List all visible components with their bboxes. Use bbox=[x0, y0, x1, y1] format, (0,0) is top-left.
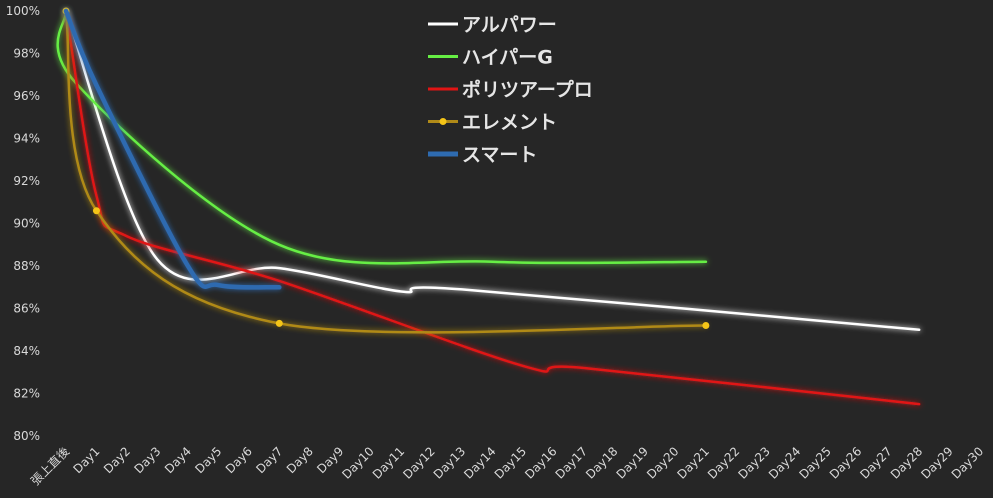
x-tick-label: Day7 bbox=[253, 444, 285, 476]
legend-label: スマート bbox=[462, 144, 537, 166]
legend-label: エレメント bbox=[462, 112, 557, 134]
x-axis: 張上直後Day1Day2Day3Day4Day5Day6Day7Day8Day9… bbox=[28, 444, 986, 488]
x-tick-label: Day27 bbox=[857, 444, 894, 481]
x-tick-label: Day4 bbox=[162, 444, 194, 476]
y-tick-label: 92% bbox=[13, 174, 40, 188]
x-tick-label: Day25 bbox=[796, 444, 833, 481]
y-tick-label: 80% bbox=[13, 429, 40, 443]
x-tick-label: Day23 bbox=[735, 444, 772, 481]
x-tick-label: Day17 bbox=[553, 444, 590, 481]
x-tick-label: Day2 bbox=[101, 444, 133, 476]
x-tick-label: Day10 bbox=[339, 444, 376, 481]
series-marker bbox=[92, 207, 100, 215]
x-tick-label: Day29 bbox=[918, 444, 955, 481]
x-tick-label: Day21 bbox=[675, 444, 712, 481]
x-tick-label: Day24 bbox=[766, 444, 803, 481]
x-tick-label: Day15 bbox=[492, 444, 529, 481]
x-tick-label: Day5 bbox=[192, 444, 224, 476]
legend-label: ポリツアープロ bbox=[462, 78, 593, 101]
x-tick-label: Day6 bbox=[223, 444, 255, 476]
series-line bbox=[56, 9, 708, 265]
y-tick-label: 82% bbox=[13, 387, 40, 401]
y-tick-label: 96% bbox=[13, 89, 40, 103]
series-marker bbox=[275, 319, 283, 327]
y-tick-label: 94% bbox=[13, 132, 40, 146]
legend-label: アルパワー bbox=[462, 14, 557, 36]
y-axis: 80% 82% 84% 86% 88% 90% 92% 94% 96% 98% 100% bbox=[6, 4, 40, 443]
x-tick-label: Day22 bbox=[705, 444, 742, 481]
series-line bbox=[63, 8, 282, 290]
series-line bbox=[64, 9, 921, 332]
y-tick-label: 88% bbox=[13, 259, 40, 273]
plot-area bbox=[56, 7, 921, 406]
legend-marker bbox=[439, 118, 447, 125]
x-tick-label: 張上直後 bbox=[28, 444, 72, 488]
x-tick-label: Day28 bbox=[888, 444, 925, 481]
x-tick-label: Day26 bbox=[827, 444, 864, 481]
y-tick-label: 84% bbox=[13, 344, 40, 358]
x-tick-label: Day13 bbox=[431, 444, 468, 481]
x-tick-label: Day19 bbox=[614, 444, 651, 481]
series-line bbox=[64, 9, 708, 334]
x-tick-label: Day30 bbox=[949, 444, 986, 481]
x-tick-label: Day20 bbox=[644, 444, 681, 481]
x-tick-label: Day12 bbox=[400, 444, 437, 481]
series-marker bbox=[702, 322, 710, 329]
x-tick-label: Day3 bbox=[131, 444, 163, 476]
x-tick-label: Day8 bbox=[284, 444, 316, 476]
y-tick-label: 90% bbox=[13, 217, 40, 231]
x-tick-label: Day14 bbox=[461, 444, 498, 481]
legend-label: ハイパーG bbox=[462, 47, 553, 69]
x-tick-label: Day1 bbox=[71, 444, 103, 476]
series-line bbox=[64, 9, 921, 406]
x-tick-label: Day16 bbox=[522, 444, 559, 481]
y-tick-label: 98% bbox=[13, 47, 40, 61]
x-tick-label: Day11 bbox=[370, 444, 407, 481]
y-tick-label: 100% bbox=[6, 4, 40, 18]
x-tick-label: Day18 bbox=[583, 444, 620, 481]
y-tick-label: 86% bbox=[13, 302, 40, 316]
